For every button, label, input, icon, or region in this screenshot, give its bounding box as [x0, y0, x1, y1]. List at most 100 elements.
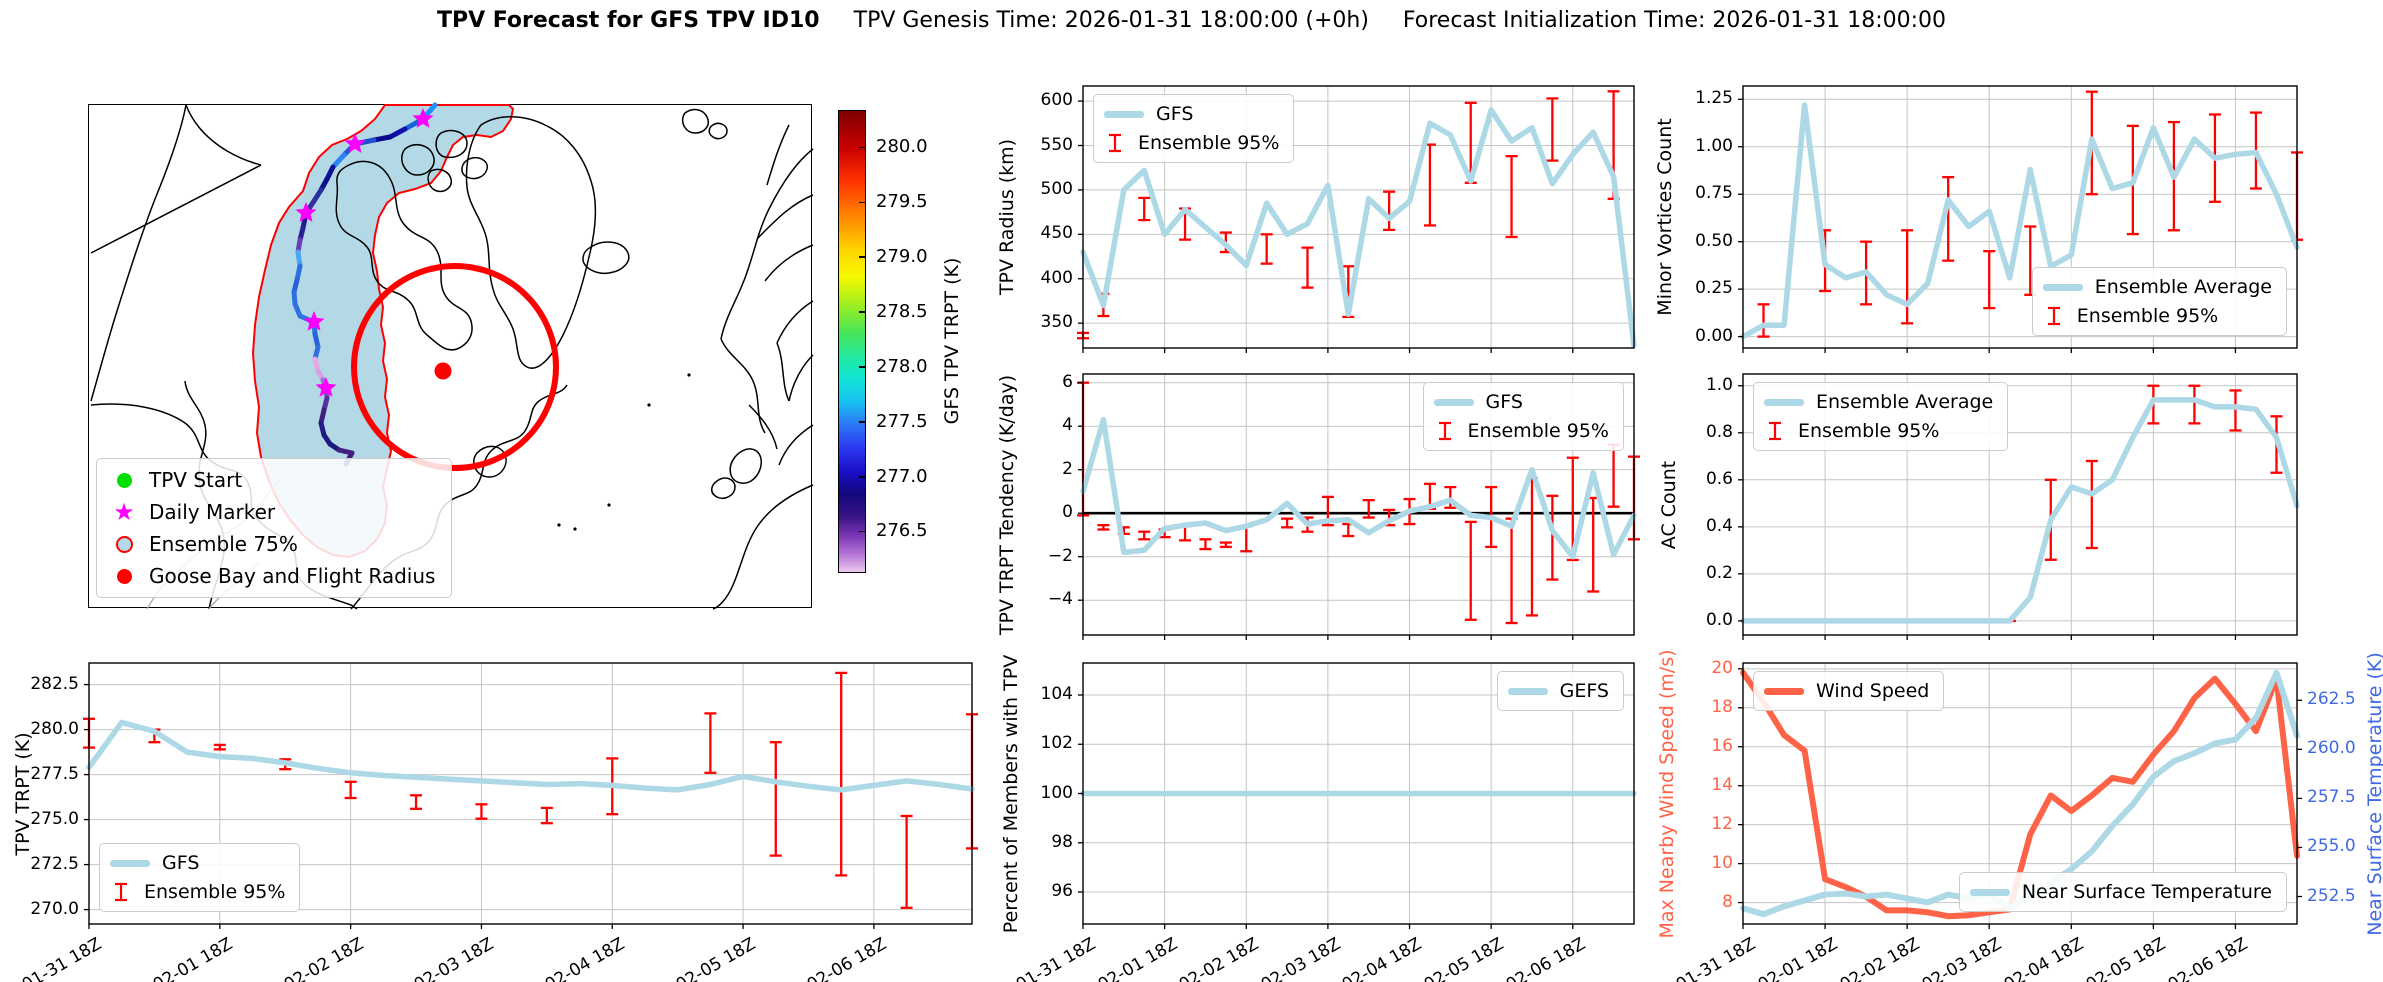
- coastline: [720, 338, 766, 434]
- panel-minor: Ensemble Average Ensemble 95%: [1738, 85, 2303, 353]
- coastline: [756, 194, 814, 240]
- ensemble-errorbar: [704, 712, 717, 774]
- panel-radius: GFS Ensemble 95%: [1077, 85, 1637, 353]
- ensemble-errorbar: [1301, 246, 1314, 289]
- ytick-label: 0.25: [1695, 278, 1733, 299]
- colorbar-tick-mark: [859, 530, 866, 533]
- ytick-label: 450: [1040, 223, 1073, 244]
- coastline: [766, 124, 790, 186]
- daily-marker-star: [344, 133, 366, 153]
- xtick-label: 02-04 18Z: [541, 934, 629, 982]
- ensemble-errorbar: [1342, 522, 1355, 538]
- ensemble-errorbar: [1199, 538, 1212, 551]
- ensemble-errorbar: [769, 741, 782, 857]
- ytick-label: 98: [1051, 831, 1073, 852]
- ensemble-errorbar: [1362, 499, 1375, 519]
- axes-frame: [1742, 85, 2298, 349]
- ytick-label: 0: [1062, 502, 1073, 523]
- coastline: [776, 300, 814, 344]
- colorbar-tick-mark: [859, 421, 866, 423]
- goose-bay-dot: [434, 362, 452, 380]
- coastline: [401, 143, 435, 176]
- legend-item-label: GFS: [1156, 103, 1194, 125]
- legend-line-swatch: [1764, 398, 1804, 406]
- legend-errorbar-swatch: [115, 882, 127, 902]
- xtick-label: 02-03 18Z: [1257, 934, 1344, 982]
- legend-item-label: Wind Speed: [1816, 680, 1930, 702]
- legend-item-label: Ensemble Average: [1816, 391, 1994, 413]
- map-legend: TPV Start ★ Daily Marker Ensemble 75% Go…: [96, 458, 453, 598]
- panel-ac: Ensemble Average Ensemble 95%: [1738, 373, 2300, 640]
- colorbar-tick-label: 279.5: [876, 191, 928, 213]
- legend: GFS Ensemble 95%: [1422, 382, 1624, 451]
- colorbar-tick-label: 278.5: [876, 300, 928, 322]
- legend-line-swatch: [1764, 687, 1804, 695]
- ytick-label: 400: [1040, 267, 1073, 288]
- ensemble-errorbar: [1983, 250, 1996, 310]
- xtick-label: 02-03 18Z: [411, 934, 498, 982]
- ytick-label: 0.2: [1705, 562, 1733, 583]
- flight-radius-circle: [351, 263, 559, 471]
- right-axis-label: Near Surface Temperature (K): [2364, 651, 2383, 936]
- ytick-label: 280.0: [30, 718, 79, 739]
- ensemble-errorbar: [2229, 389, 2242, 432]
- ytick-label: 0.6: [1705, 468, 1733, 489]
- ytick-label: 0.50: [1695, 230, 1733, 251]
- legend-label: Daily Marker: [149, 500, 276, 524]
- ytick-label: 272.5: [30, 853, 79, 874]
- title-id: TPV Forecast for GFS TPV ID10: [436, 8, 820, 33]
- legend-item-label: Ensemble 95%: [2076, 305, 2219, 327]
- colorbar-tick-label: 280.0: [876, 136, 928, 158]
- right-ytick-label: 260.0: [2307, 738, 2356, 759]
- series-gfs: [86, 719, 975, 793]
- track-map-panel: TPV Start ★ Daily Marker Ensemble 75% Go…: [88, 102, 814, 610]
- coastline: [776, 342, 790, 402]
- coastline: [465, 116, 597, 369]
- coastline: [427, 168, 453, 193]
- panel-wind: Wind Speed Near Surface Temperature: [1738, 662, 2302, 929]
- coastline: [748, 404, 778, 450]
- xtick-label: 02-06 18Z: [1502, 934, 1589, 982]
- ytick-label: 4: [1062, 415, 1073, 436]
- coastline: [435, 129, 468, 159]
- ensemble-errorbar: [344, 780, 357, 800]
- colorbar-tick-mark: [859, 311, 866, 313]
- xtick-label: 02-05 18Z: [2083, 934, 2170, 982]
- ytick-label: 550: [1040, 134, 1073, 155]
- xtick-label: 01-31 18Z: [1672, 934, 1759, 982]
- ytick-label: 100: [1040, 782, 1073, 803]
- legend-item-label: Near Surface Temperature: [2021, 881, 2272, 903]
- ensemble-errorbar: [1423, 143, 1436, 227]
- legend-item: Wind Speed: [1764, 680, 1929, 702]
- ensemble-errorbar: [835, 671, 848, 877]
- island-speck: [557, 523, 561, 527]
- ensemble-errorbar: [1607, 443, 1620, 508]
- series-ensemble-average: [1740, 397, 2300, 624]
- series-wind-speed: [1740, 669, 2300, 920]
- daily-marker-star: [412, 108, 434, 128]
- ensemble-errorbar: [1097, 524, 1110, 531]
- axis-label-ac: AC Count: [1658, 460, 1680, 549]
- legend: GEFS: [1496, 671, 1624, 711]
- ensemble-errorbar: [1138, 196, 1151, 222]
- ytick-label: 277.5: [30, 763, 79, 784]
- colorbar-tick-mark: [859, 256, 866, 258]
- legend: Ensemble Average Ensemble 95%: [1753, 382, 2009, 451]
- legend-item: GFS: [110, 852, 285, 874]
- ytick-label: 0.75: [1695, 183, 1733, 204]
- coastline: [764, 244, 814, 282]
- legend-line-swatch: [1969, 888, 2010, 896]
- title-init: Forecast Initialization Time: 2026-01-31…: [1402, 8, 1947, 33]
- colorbar-tick-mark: [859, 476, 866, 478]
- legend-errorbar-swatch: [1438, 421, 1451, 441]
- ensemble-errorbar: [1546, 494, 1559, 581]
- ytick-label: 16: [1711, 735, 1733, 756]
- colorbar-tick-label: 278.0: [876, 355, 928, 377]
- ytick-label: 18: [1711, 696, 1733, 717]
- legend-errorbar-swatch: [2047, 306, 2060, 326]
- panel-tendency: GFS Ensemble 95%: [1077, 373, 1640, 640]
- ytick-label: 10: [1711, 852, 1733, 873]
- coastline: [720, 148, 814, 340]
- right-ytick-label: 252.5: [2307, 885, 2356, 906]
